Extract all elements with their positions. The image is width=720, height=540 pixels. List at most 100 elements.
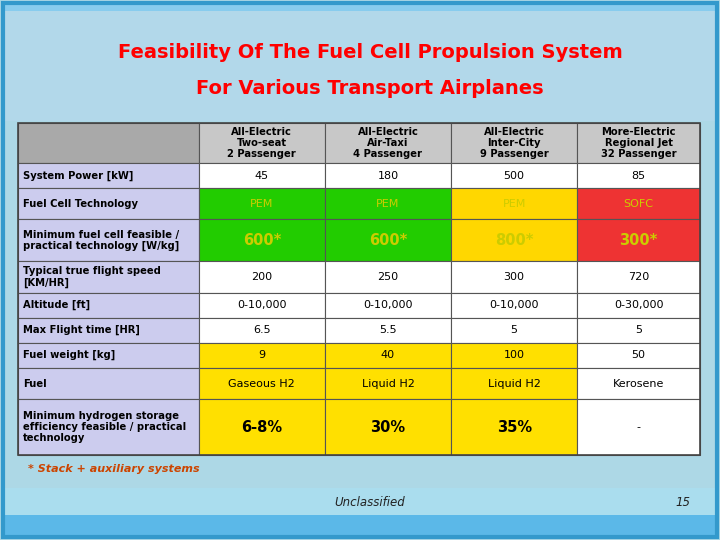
Text: Fuel weight [kg]: Fuel weight [kg] (23, 350, 115, 361)
Text: 250: 250 (377, 272, 399, 282)
Text: 720: 720 (628, 272, 649, 282)
Text: 200: 200 (251, 272, 272, 282)
Bar (577, 163, 700, 188)
Bar (325, 188, 451, 219)
Bar (577, 123, 700, 163)
Text: Max Flight time [HR]: Max Flight time [HR] (23, 325, 140, 335)
Bar (3, 3, 717, 11)
Bar (199, 399, 325, 455)
Text: Minimum hydrogen storage
efficiency feasible / practical
technology: Minimum hydrogen storage efficiency feas… (23, 411, 186, 443)
Bar (18, 123, 700, 455)
Text: PEM: PEM (250, 199, 274, 209)
Bar (325, 261, 451, 293)
Text: 9: 9 (258, 350, 266, 360)
Bar (18, 261, 199, 293)
Bar (3, 3, 717, 121)
Text: Liquid H2: Liquid H2 (361, 379, 415, 389)
Bar (18, 163, 199, 188)
Bar (199, 368, 325, 399)
Text: 35%: 35% (497, 420, 531, 435)
Text: System Power [kW]: System Power [kW] (23, 171, 133, 181)
Text: All-Electric
Two-seat
2 Passenger: All-Electric Two-seat 2 Passenger (228, 127, 296, 159)
Bar (325, 399, 451, 455)
Text: Kerosene: Kerosene (613, 379, 665, 389)
Bar (451, 368, 577, 399)
Text: 0-30,000: 0-30,000 (614, 300, 663, 310)
Text: For Various Transport Airplanes: For Various Transport Airplanes (196, 78, 544, 98)
Text: 600*: 600* (243, 233, 281, 248)
Bar (18, 293, 199, 318)
Text: 0-10,000: 0-10,000 (490, 300, 539, 310)
Text: Fuel: Fuel (23, 379, 47, 389)
Text: 45: 45 (255, 171, 269, 180)
Text: -: - (636, 422, 641, 432)
Text: 100: 100 (504, 350, 525, 360)
Bar (199, 318, 325, 343)
Text: 5: 5 (510, 325, 518, 335)
Bar (451, 318, 577, 343)
Text: 15: 15 (675, 496, 690, 510)
Text: 0-10,000: 0-10,000 (363, 300, 413, 310)
Text: PEM: PEM (377, 199, 400, 209)
Bar (325, 318, 451, 343)
Bar (577, 219, 700, 261)
Text: Unclassified: Unclassified (335, 496, 405, 510)
Bar (577, 343, 700, 368)
Bar (3, 515, 717, 537)
Text: All-Electric
Air-Taxi
4 Passenger: All-Electric Air-Taxi 4 Passenger (354, 127, 423, 159)
Bar (325, 163, 451, 188)
Bar (577, 368, 700, 399)
Text: 30%: 30% (370, 420, 405, 435)
Bar (199, 123, 325, 163)
Text: Minimum fuel cell feasible /
practical technology [W/kg]: Minimum fuel cell feasible / practical t… (23, 230, 179, 251)
Bar (325, 293, 451, 318)
Text: Altitude [ft]: Altitude [ft] (23, 300, 90, 310)
Text: * Stack + auxiliary systems: * Stack + auxiliary systems (28, 464, 199, 474)
Text: PEM: PEM (503, 199, 526, 209)
Bar (577, 318, 700, 343)
Bar (199, 219, 325, 261)
Bar (199, 293, 325, 318)
Bar (18, 219, 199, 261)
Text: 6.5: 6.5 (253, 325, 271, 335)
Bar (18, 343, 199, 368)
Text: More-Electric
Regional Jet
32 Passenger: More-Electric Regional Jet 32 Passenger (600, 127, 676, 159)
Text: Fuel Cell Technology: Fuel Cell Technology (23, 199, 138, 209)
Bar (199, 261, 325, 293)
Bar (18, 188, 199, 219)
Bar (577, 293, 700, 318)
Text: 500: 500 (504, 171, 525, 180)
Text: 85: 85 (631, 171, 646, 180)
Bar (451, 343, 577, 368)
Text: 0-10,000: 0-10,000 (237, 300, 287, 310)
Bar (577, 399, 700, 455)
Bar (325, 219, 451, 261)
Text: 6-8%: 6-8% (241, 420, 282, 435)
Bar (325, 368, 451, 399)
Bar (18, 123, 199, 163)
Bar (451, 261, 577, 293)
Bar (451, 163, 577, 188)
Bar (199, 163, 325, 188)
Bar (325, 343, 451, 368)
Text: SOFC: SOFC (624, 199, 654, 209)
Bar (451, 219, 577, 261)
Bar (3, 488, 717, 537)
Bar (577, 188, 700, 219)
Text: Liquid H2: Liquid H2 (487, 379, 541, 389)
Bar (325, 123, 451, 163)
Bar (199, 343, 325, 368)
Bar (577, 261, 700, 293)
Bar (451, 399, 577, 455)
Text: 40: 40 (381, 350, 395, 360)
Bar (451, 188, 577, 219)
Text: 300*: 300* (619, 233, 658, 248)
Text: Typical true flight speed
[KM/HR]: Typical true flight speed [KM/HR] (23, 266, 161, 288)
Text: Gaseous H2: Gaseous H2 (228, 379, 295, 389)
Bar (18, 399, 199, 455)
Text: 50: 50 (631, 350, 646, 360)
Text: 5: 5 (635, 325, 642, 335)
Text: 800*: 800* (495, 233, 534, 248)
Text: 5.5: 5.5 (379, 325, 397, 335)
Bar (451, 293, 577, 318)
